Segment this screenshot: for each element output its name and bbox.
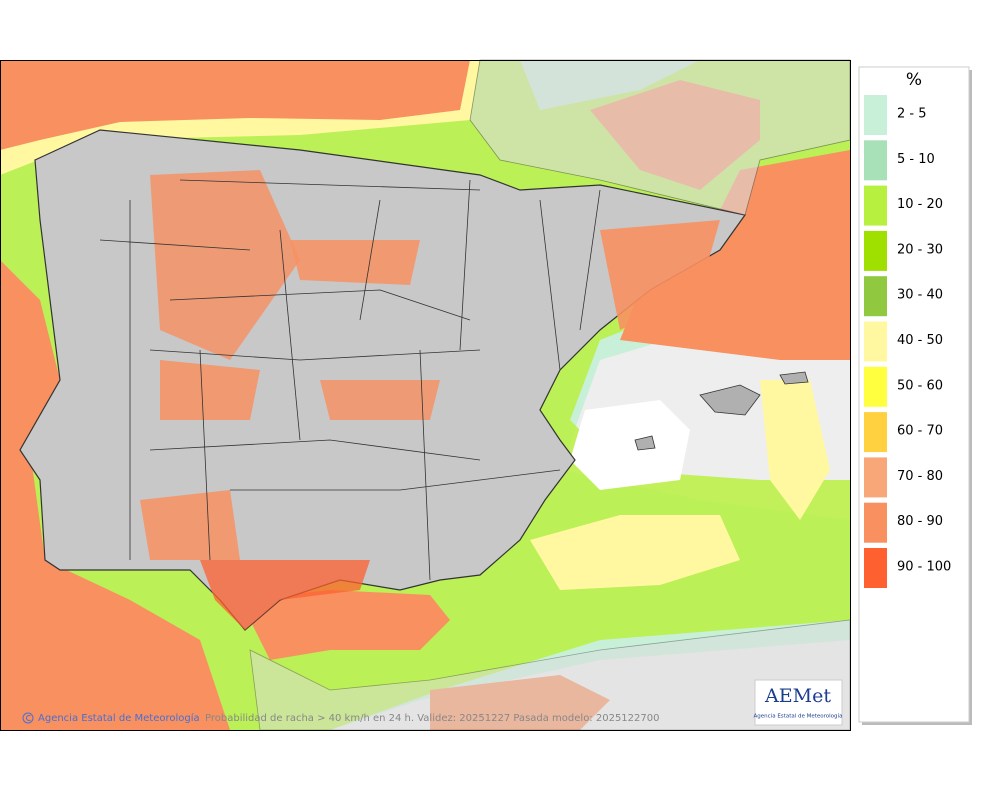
legend-label: 40 - 50 — [897, 333, 943, 348]
ibiza — [634, 435, 656, 451]
zone-extremadura — [160, 360, 260, 420]
legend-label: 2 - 5 — [897, 107, 927, 122]
map: Agencia Estatal de Meteorología Probabil… — [0, 59, 851, 731]
zone-valencia-sea — [570, 400, 690, 490]
legend-swatch — [864, 321, 887, 362]
caption: Probabilidad de racha > 40 km/h en 24 h.… — [205, 713, 659, 724]
legend-swatch — [864, 502, 887, 543]
legend-label: 50 - 60 — [897, 378, 943, 393]
legend-swatch — [864, 140, 887, 181]
zone-biscay — [0, 60, 470, 150]
mallorca — [699, 384, 761, 416]
legend-label: 90 - 100 — [897, 560, 951, 575]
legend-swatch — [864, 185, 887, 226]
copyright-icon-c — [26, 715, 31, 721]
zone-land-nw — [150, 170, 300, 360]
legend-label: 10 - 20 — [897, 197, 943, 212]
legend-label: 5 - 10 — [897, 152, 935, 167]
menorca — [779, 371, 809, 385]
legend-swatch — [864, 276, 887, 317]
credit: Agencia Estatal de Meteorología — [38, 712, 200, 724]
legend-swatch — [864, 457, 887, 498]
logo-subtitle: Agencia Estatal de Meteorología — [754, 713, 843, 720]
legend-swatch — [864, 548, 887, 588]
zone-center — [320, 380, 440, 420]
zone-huelva — [140, 490, 240, 560]
legend-label: 60 - 70 — [897, 424, 943, 439]
legend-swatch — [864, 230, 887, 271]
legend-label: 70 - 80 — [897, 469, 943, 484]
legend-swatch — [864, 412, 887, 453]
copyright-icon — [22, 712, 34, 724]
legend-items: 2 - 5 5 - 10 10 - 20 20 - 30 30 - 40 40 - 50 5… — [864, 95, 951, 588]
legend-label: 20 - 30 — [897, 242, 943, 257]
zone-balearic-east — [760, 380, 830, 520]
zone-atlantic — [0, 260, 230, 730]
zone-catalonia — [600, 220, 720, 330]
legend-swatch — [864, 366, 887, 407]
zone-alboran — [240, 590, 450, 660]
zone-med-ne — [620, 150, 850, 360]
legend-label: 80 - 90 — [897, 514, 943, 529]
map-frame — [0, 60, 851, 731]
legend-title: % — [906, 70, 922, 90]
legend-label: 30 - 40 — [897, 288, 943, 303]
zone-andalusia — [200, 560, 370, 630]
regional-borders — [99, 179, 601, 581]
zone-land-north — [290, 240, 420, 285]
zone-med-south — [530, 515, 740, 590]
logo-name: AEMet — [764, 685, 831, 707]
legend-swatch — [864, 95, 887, 135]
logo-box — [754, 679, 843, 726]
